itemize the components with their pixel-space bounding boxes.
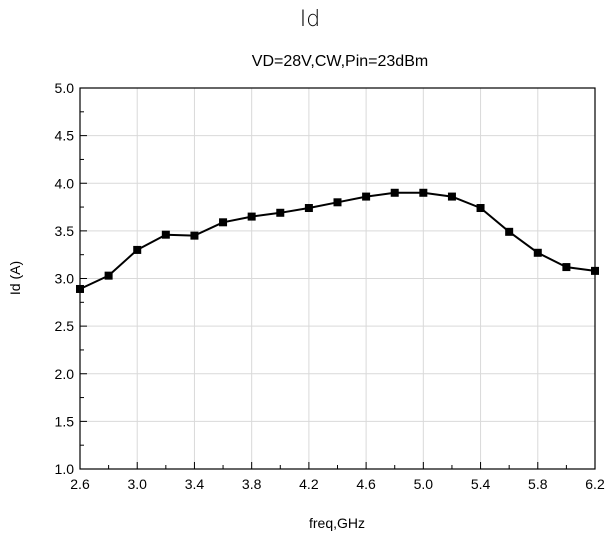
- x-tick-label: 6.2: [585, 476, 605, 492]
- x-tick-label: 3.0: [127, 476, 147, 492]
- data-point-marker: [391, 189, 399, 197]
- x-tick-label: 2.6: [70, 476, 90, 492]
- grid: [80, 88, 595, 469]
- data-point-marker: [334, 198, 342, 206]
- data-point-marker: [477, 204, 485, 212]
- data-point-marker: [276, 209, 284, 217]
- series-line: [80, 193, 595, 289]
- chart-subtitle: VD=28V,CW,Pin=23dBm: [252, 53, 428, 70]
- y-axis-label: Id (A): [7, 261, 23, 295]
- y-tick-label: 2.0: [55, 366, 75, 382]
- data-point-marker: [219, 218, 227, 226]
- x-tick-label: 5.0: [414, 476, 434, 492]
- data-point-marker: [419, 189, 427, 197]
- y-tick-labels: 1.0 1.5 2.0 2.5 3.0 3.5 4.0 4.5 5.0: [55, 80, 75, 477]
- data-point-marker: [505, 228, 513, 236]
- series-id: [76, 189, 599, 293]
- x-tick-label: 4.2: [299, 476, 319, 492]
- x-tick-label: 3.8: [242, 476, 262, 492]
- data-point-marker: [562, 263, 570, 271]
- data-point-marker: [448, 193, 456, 201]
- data-point-marker: [248, 213, 256, 221]
- data-point-marker: [133, 246, 141, 254]
- x-tick-label: 5.4: [471, 476, 491, 492]
- data-point-marker: [534, 249, 542, 257]
- x-tick-label: 3.4: [185, 476, 205, 492]
- data-point-marker: [76, 285, 84, 293]
- data-point-marker: [591, 267, 599, 275]
- data-point-marker: [362, 193, 370, 201]
- x-tick-labels: 2.6 3.0 3.4 3.8 4.2 4.6 5.0 5.4 5.8 6.2: [70, 476, 605, 492]
- x-tick-label: 5.8: [528, 476, 548, 492]
- y-tick-label: 3.5: [55, 223, 75, 239]
- chart-title: Id: [300, 7, 320, 32]
- y-tick-label: 1.0: [55, 461, 75, 477]
- data-point-marker: [105, 272, 113, 280]
- data-point-marker: [190, 232, 198, 240]
- data-point-marker: [305, 204, 313, 212]
- y-tick-label: 4.5: [55, 128, 75, 144]
- y-tick-label: 3.0: [55, 271, 75, 287]
- y-tick-label: 1.5: [55, 413, 75, 429]
- x-axis-label: freq,GHz: [309, 515, 365, 531]
- x-tick-label: 4.6: [356, 476, 376, 492]
- y-tick-label: 5.0: [55, 80, 75, 96]
- y-tick-label: 2.5: [55, 318, 75, 334]
- y-tick-label: 4.0: [55, 175, 75, 191]
- data-point-marker: [162, 231, 170, 239]
